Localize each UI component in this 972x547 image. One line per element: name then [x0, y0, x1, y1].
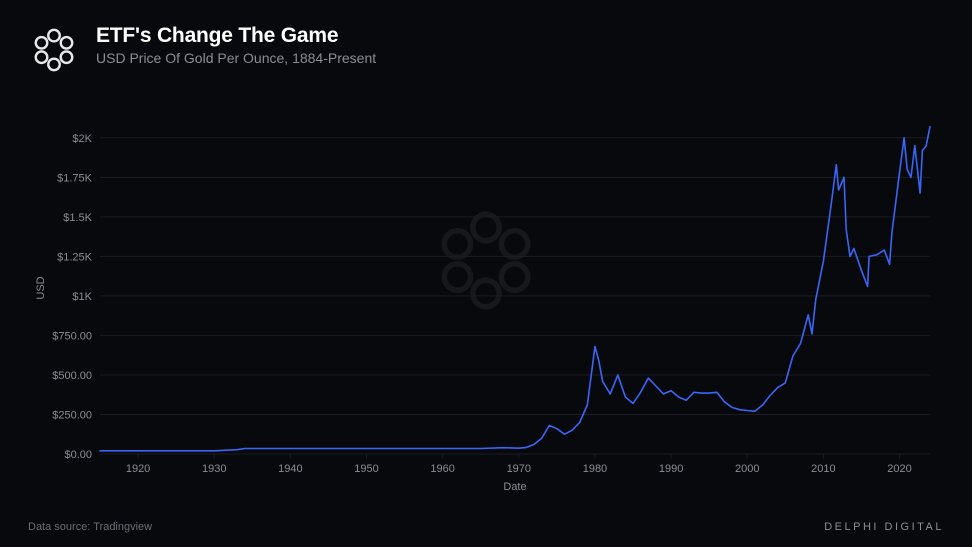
svg-text:$1.5K: $1.5K: [63, 212, 92, 224]
svg-text:2000: 2000: [735, 463, 759, 475]
svg-text:Date: Date: [503, 481, 526, 493]
svg-text:1960: 1960: [430, 463, 454, 475]
svg-text:2020: 2020: [887, 463, 911, 475]
svg-text:1990: 1990: [659, 463, 683, 475]
svg-text:$2K: $2K: [72, 133, 92, 145]
svg-text:1950: 1950: [354, 463, 378, 475]
chart-header: ETF's Change The Game USD Price Of Gold …: [0, 0, 972, 84]
title-block: ETF's Change The Game USD Price Of Gold …: [96, 24, 376, 66]
chart-title: ETF's Change The Game: [96, 24, 376, 48]
svg-text:1980: 1980: [583, 463, 607, 475]
svg-text:$0.00: $0.00: [64, 449, 92, 461]
svg-text:$250.00: $250.00: [52, 409, 92, 421]
svg-text:$1.25K: $1.25K: [57, 251, 93, 263]
chart-plot-area: $0.00 $250.00 $500.00 $750.00 $1K $1.25K $1.5K…: [28, 104, 944, 504]
brand-name: DELPHI DIGITAL: [824, 521, 944, 533]
svg-text:$1K: $1K: [72, 291, 92, 303]
svg-text:1930: 1930: [202, 463, 226, 475]
line-chart: $0.00 $250.00 $500.00 $750.00 $1K $1.25K $1.5K…: [28, 104, 944, 504]
chart-footer: Data source: Tradingview DELPHI DIGITAL: [28, 521, 944, 533]
svg-text:$1.75K: $1.75K: [57, 172, 93, 184]
svg-text:1940: 1940: [278, 463, 302, 475]
svg-text:USD: USD: [35, 276, 47, 299]
brand-logo-icon: [28, 24, 80, 76]
svg-text:2010: 2010: [811, 463, 835, 475]
svg-text:1920: 1920: [126, 463, 150, 475]
data-source-label: Data source: Tradingview: [28, 521, 152, 533]
svg-text:$500.00: $500.00: [52, 370, 92, 382]
svg-text:$750.00: $750.00: [52, 330, 92, 342]
chart-subtitle: USD Price Of Gold Per Ounce, 1884-Presen…: [96, 50, 376, 66]
svg-text:1970: 1970: [507, 463, 531, 475]
